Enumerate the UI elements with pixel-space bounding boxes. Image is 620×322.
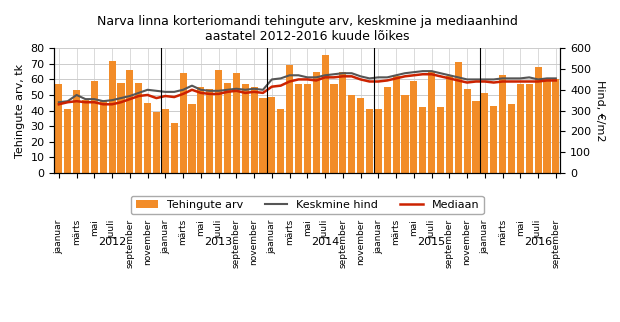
Bar	[446, 76, 453, 173]
Bar	[197, 87, 205, 173]
Mediaan	[268, 85, 275, 89]
Bar	[517, 84, 524, 173]
Bar	[312, 72, 320, 173]
Bar	[472, 101, 479, 173]
Bar	[508, 104, 515, 173]
Bar	[91, 81, 98, 173]
Bar	[357, 98, 364, 173]
Bar	[153, 112, 160, 173]
Line: Mediaan: Mediaan	[59, 74, 556, 104]
Y-axis label: Hind, €/m2: Hind, €/m2	[595, 80, 605, 141]
Keskmine hind	[392, 73, 400, 77]
Bar	[286, 65, 293, 173]
Bar	[392, 76, 400, 173]
Legend: Tehingute arv, Keskmine hind, Mediaan: Tehingute arv, Keskmine hind, Mediaan	[131, 195, 484, 214]
Bar	[162, 109, 169, 173]
Keskmine hind	[419, 69, 427, 73]
Bar	[55, 84, 63, 173]
Text: 2016: 2016	[524, 237, 552, 247]
Bar	[410, 81, 417, 173]
Bar	[250, 87, 258, 173]
Bar	[277, 109, 284, 173]
Mediaan	[188, 88, 196, 92]
Line: Keskmine hind: Keskmine hind	[59, 71, 556, 102]
Bar	[188, 104, 195, 173]
Bar	[224, 82, 231, 173]
Bar	[304, 84, 311, 173]
Mediaan	[419, 72, 427, 76]
Bar	[499, 75, 506, 173]
Bar	[384, 87, 391, 173]
Bar	[490, 106, 497, 173]
Bar	[117, 82, 125, 173]
Bar	[232, 73, 240, 173]
Keskmine hind	[73, 93, 81, 97]
Mediaan	[55, 102, 63, 106]
Keskmine hind	[55, 100, 63, 104]
Bar	[437, 108, 444, 173]
Bar	[401, 95, 409, 173]
Bar	[348, 95, 355, 173]
Text: 2014: 2014	[311, 237, 339, 247]
Bar	[543, 80, 551, 173]
Bar	[330, 84, 337, 173]
Keskmine hind	[268, 78, 275, 81]
Bar	[82, 99, 89, 173]
Bar	[419, 108, 427, 173]
Keskmine hind	[82, 97, 89, 101]
Y-axis label: Tehingute arv, tk: Tehingute arv, tk	[15, 63, 25, 157]
Text: 2012: 2012	[98, 237, 126, 247]
Keskmine hind	[552, 76, 559, 80]
Bar	[464, 89, 471, 173]
Bar	[180, 73, 187, 173]
Bar	[428, 72, 435, 173]
Bar	[534, 67, 542, 173]
Bar	[170, 123, 178, 173]
Mediaan	[552, 79, 559, 82]
Mediaan	[82, 100, 89, 104]
Bar	[259, 98, 267, 173]
Keskmine hind	[401, 71, 409, 75]
Bar	[322, 54, 329, 173]
Keskmine hind	[188, 84, 196, 88]
Bar	[526, 84, 533, 173]
Bar	[108, 61, 116, 173]
Bar	[552, 80, 559, 173]
Mediaan	[73, 99, 81, 103]
Bar	[454, 62, 462, 173]
Text: 2013: 2013	[205, 237, 232, 247]
Bar	[481, 93, 489, 173]
Bar	[64, 109, 71, 173]
Bar	[215, 70, 222, 173]
Bar	[100, 99, 107, 173]
Bar	[374, 109, 382, 173]
Bar	[242, 84, 249, 173]
Bar	[144, 103, 151, 173]
Bar	[366, 109, 373, 173]
Text: 2015: 2015	[417, 237, 446, 247]
Title: Narva linna korteriomandi tehingute arv, keskmine ja mediaanhind
aastatel 2012-2: Narva linna korteriomandi tehingute arv,…	[97, 15, 518, 43]
Bar	[73, 90, 80, 173]
Bar	[126, 70, 133, 173]
Mediaan	[401, 74, 409, 78]
Bar	[135, 82, 142, 173]
Bar	[339, 72, 347, 173]
Bar	[206, 89, 213, 173]
Bar	[295, 84, 302, 173]
Bar	[268, 97, 275, 173]
Mediaan	[392, 76, 400, 80]
